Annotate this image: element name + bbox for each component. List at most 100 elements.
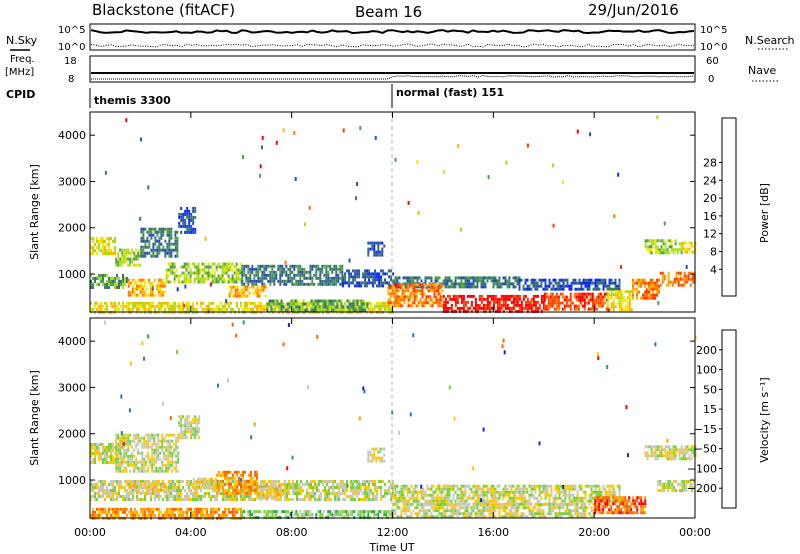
- velocity-echo-cell: [157, 433, 160, 437]
- velocity-echo-cell: [396, 499, 399, 503]
- velocity-echo-cell: [194, 415, 197, 419]
- velocity-echo-cell: [123, 454, 126, 458]
- velocity-echo-cell: [131, 445, 134, 449]
- velocity-echo-cell: [218, 473, 220, 477]
- velocity-echo-cell: [286, 483, 288, 486]
- power-echo-cell: [431, 301, 434, 305]
- velocity-echo-cell: [188, 480, 190, 483]
- power-echo-cell: [151, 281, 154, 285]
- velocity-echo-cell: [252, 480, 254, 483]
- power-echo-cell: [563, 304, 566, 308]
- power-echo-cell: [388, 284, 391, 288]
- power-echo-cell: [148, 230, 151, 234]
- velocity-echo-cell: [135, 445, 138, 449]
- power-echo-cell: [412, 276, 415, 280]
- power-echo-cell: [323, 273, 326, 277]
- velocity-echo-cell: [248, 495, 250, 498]
- velocity-echo-cell: [590, 499, 593, 503]
- velocity-echo-cell: [618, 487, 621, 491]
- power-echo-cell: [131, 257, 134, 261]
- power-echo-cell: [484, 297, 487, 301]
- velocity-echo-cell: [526, 490, 529, 494]
- velocity-echo-cell: [168, 498, 170, 501]
- power-echo-cell: [482, 285, 485, 289]
- power-echo-cell: [437, 301, 440, 305]
- power-echo-cell: [632, 293, 634, 297]
- velocity-echo-cell: [234, 480, 236, 483]
- power-echo-cell: [573, 304, 576, 308]
- power-echo-cell: [199, 277, 202, 281]
- velocity-echo-cell: [472, 490, 475, 494]
- velocity-echo-cell: [314, 480, 316, 483]
- velocity-echo-cell: [584, 496, 587, 500]
- power-echo-cell: [555, 307, 558, 311]
- power-echo-cell: [670, 239, 673, 243]
- velocity-echo-cell: [132, 498, 134, 501]
- velocity-echo-cell: [106, 513, 108, 517]
- velocity-echo-cell: [284, 492, 286, 495]
- power-echo-cell: [597, 301, 600, 305]
- power-echo-cell: [552, 287, 555, 291]
- freq-unit-label: [MHz]: [5, 67, 34, 78]
- power-echo-cell: [506, 279, 509, 283]
- velocity-echo-cell: [462, 484, 465, 488]
- power-echo-cell: [176, 251, 179, 255]
- power-echo-cell: [362, 281, 365, 285]
- power-echo-cell: [512, 276, 515, 280]
- power-echo-cell: [257, 264, 260, 268]
- power-echo-cell: [177, 274, 180, 278]
- power-echo-cell: [427, 301, 430, 305]
- power-echo-cell: [484, 285, 487, 289]
- power-echo-cell: [176, 254, 179, 258]
- power-echo-cell: [285, 273, 288, 277]
- power-echo-cell: [454, 297, 457, 301]
- power-echo-cell: [348, 281, 351, 285]
- velocity-echo-cell: [114, 489, 116, 492]
- power-echo-cell: [591, 292, 594, 296]
- power-echo-cell: [377, 253, 380, 257]
- velocity-echo-cell: [145, 439, 148, 443]
- power-echo-cell: [675, 274, 678, 278]
- power-echo-cell: [470, 282, 473, 286]
- velocity-echo-cell: [518, 493, 521, 497]
- velocity-echo-cell: [102, 510, 104, 514]
- power-echo-cell: [268, 302, 271, 306]
- velocity-echo-cell: [114, 507, 116, 511]
- velocity-echo-cell: [340, 492, 342, 495]
- velocity-echo-cell: [178, 483, 180, 486]
- velocity-echo-cell: [216, 479, 218, 483]
- power-echo-cell: [138, 307, 140, 311]
- velocity-echo-cell: [175, 445, 178, 449]
- power-echo-cell: [98, 283, 100, 286]
- power-echo-cell: [464, 303, 467, 307]
- power-echo-cell: [584, 284, 587, 288]
- velocity-echo-cell: [410, 490, 413, 494]
- power-echo-cell: [690, 250, 693, 254]
- velocity-echo-cell: [532, 496, 535, 500]
- velocity-echo-cell: [322, 480, 324, 483]
- velocity-echo-cell: [358, 483, 360, 486]
- power-echo-cell: [358, 284, 361, 288]
- power-echo-cell: [331, 270, 334, 274]
- power-echo-cell: [175, 268, 178, 272]
- power-echo-cell: [160, 230, 163, 234]
- power-echo-cell: [624, 290, 627, 294]
- power-echo-cell: [444, 282, 447, 286]
- power-echo-cell: [389, 292, 392, 296]
- velocity-echo-cell: [167, 454, 170, 458]
- velocity-echo-cell: [594, 493, 597, 497]
- velocity-echo-cell: [125, 442, 128, 446]
- velocity-echo-cell: [178, 510, 180, 514]
- velocity-echo-cell: [400, 484, 403, 488]
- power-echo-cell: [247, 276, 250, 280]
- velocity-echo-cell: [272, 484, 275, 488]
- velocity-echo-cell: [424, 499, 427, 503]
- velocity-echo-cell: [161, 442, 164, 446]
- power-echo-cell: [257, 279, 260, 283]
- velocity-echo-cell: [600, 493, 603, 497]
- velocity-echo-cell: [262, 480, 264, 483]
- power-echo-cell: [258, 291, 261, 295]
- power-echo-cell: [346, 308, 349, 312]
- power-echo-cell: [133, 293, 136, 297]
- velocity-echo-cell: [133, 466, 136, 470]
